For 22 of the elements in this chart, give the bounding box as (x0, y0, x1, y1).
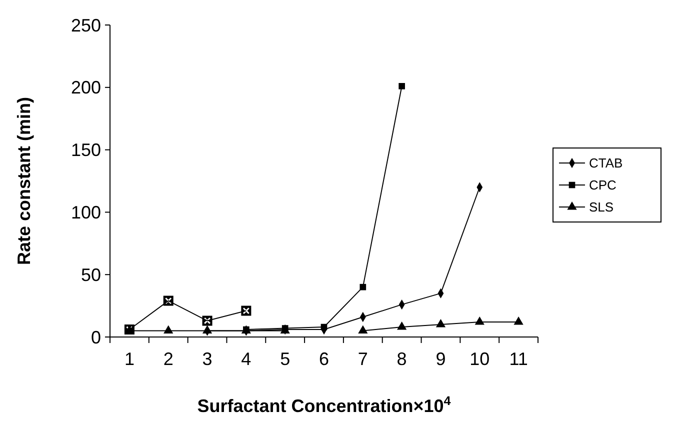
legend-label: CPC (589, 178, 616, 193)
y-tick-label: 50 (80, 264, 101, 285)
x-tick-label: 9 (436, 349, 446, 369)
x-tick-label: 6 (318, 349, 330, 369)
y-tick-label: 150 (70, 140, 101, 160)
x-tick-label: 10 (470, 349, 490, 369)
x-tick-label: 1 (124, 349, 134, 369)
legend-label: CTAB (589, 156, 623, 171)
y-tick-label: 100 (70, 202, 101, 222)
x-tick-label: 8 (396, 349, 407, 369)
y-axis-title: Rate constant (min) (14, 96, 34, 266)
x-tick-label: 11 (509, 349, 528, 369)
x-axis-title: Surfactant Concentration×10$^{4}$ (197, 394, 451, 416)
y-tick-label: 250 (70, 15, 101, 36)
x-tick-label: 2 (163, 349, 174, 369)
x-tick-label: 3 (202, 349, 212, 369)
y-tick-label: 200 (70, 78, 101, 98)
legend-label: SLS (589, 200, 614, 215)
y-tick-label: 0 (90, 327, 101, 348)
x-tick-label: 5 (280, 349, 290, 369)
x-tick-label: 4 (241, 349, 252, 369)
x-tick-label: 7 (358, 349, 368, 369)
